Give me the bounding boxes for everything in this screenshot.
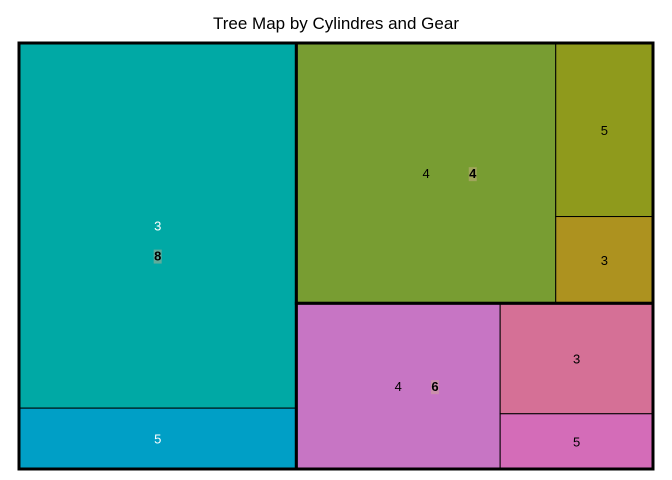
treemap-leaf-label: 5 (154, 432, 161, 447)
treemap-leaf-label: 5 (573, 434, 580, 449)
treemap-group-label-bg (153, 249, 162, 264)
treemap-group-label-4: 4 (469, 166, 477, 181)
treemap-leaf-label: 4 (395, 379, 402, 394)
treemap-group-label-6: 6 (431, 379, 438, 394)
treemap-leaf-label: 4 (422, 166, 429, 181)
chart-title: Tree Map by Cylindres and Gear (213, 14, 459, 33)
treemap-group-border-6 (294, 301, 655, 471)
treemap-group-label-bg (430, 380, 439, 395)
treemap-leaf-6-3 (499, 302, 654, 415)
treemap-leaf-label: 3 (601, 253, 608, 268)
treemap-leaf-4-5 (555, 42, 654, 218)
treemap-group-label-8: 8 (154, 249, 161, 264)
treemap-leaf-label: 5 (601, 123, 608, 138)
treemap-leaf-4-4 (295, 42, 557, 304)
treemap-group-label-bg (468, 167, 477, 182)
treemap-leaf-6-4 (295, 302, 501, 470)
treemap-leaf-label: 3 (573, 352, 580, 367)
treemap-leaf-label: 3 (154, 219, 161, 234)
